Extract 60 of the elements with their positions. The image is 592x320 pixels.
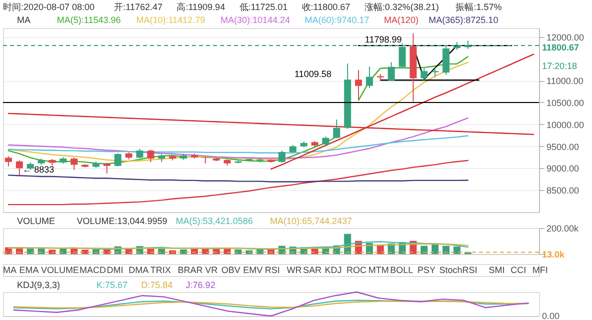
chart-title: MA <box>17 15 30 25</box>
ref-line-label: 11800.67 <box>542 42 580 52</box>
y-tick-label: 200.00k <box>546 224 580 234</box>
text: MA(5):11543.96 <box>56 15 121 25</box>
y-tick-label: 8500.00 <box>546 186 580 196</box>
text: SMI <box>488 265 505 275</box>
text: OBV <box>221 265 240 275</box>
text: KDJ <box>324 265 342 275</box>
text: MA(10):65,744.2437 <box>270 216 352 226</box>
text: 0.00 <box>542 311 560 320</box>
text: EMV <box>243 265 263 275</box>
annotation: 11009.58 <box>294 69 332 79</box>
text: MTM <box>368 265 389 275</box>
text: ROC <box>346 265 368 275</box>
text: 低:11725.01 <box>239 2 288 12</box>
text: DMI <box>106 265 124 275</box>
annotation: 11798.99 <box>364 34 402 45</box>
text: PSY <box>417 265 436 275</box>
text: 收:11800.67 <box>302 2 350 12</box>
series-label: J:76.92 <box>186 280 216 290</box>
text: 高:11909.94 <box>176 2 226 12</box>
text: 振幅:1.57% <box>456 2 502 12</box>
y-tick-label: 12000.00 <box>546 32 584 42</box>
text: 涨幅:0.32%(38.21) <box>364 2 439 12</box>
text: MA(60):9740.17 <box>304 15 370 25</box>
y-tick-label: 11000.00 <box>546 76 584 86</box>
text: 时间:2020-08-07 08:00 <box>3 2 95 12</box>
text: BOLL <box>390 265 414 275</box>
text: StochRSI <box>439 265 478 275</box>
text: MFI <box>532 265 548 275</box>
y-tick-label: 10000.00 <box>546 120 584 130</box>
text: BRAR <box>178 265 204 275</box>
text: EMA <box>19 265 39 275</box>
text: 开:11762.47 <box>114 2 163 12</box>
text: CCI <box>510 265 526 275</box>
text: VOLUME:13,044.9959 <box>76 216 168 226</box>
y-tick-label: 9500.00 <box>546 142 580 152</box>
text: 17:20:18 <box>542 61 578 71</box>
text: MA(10):11412.79 <box>136 15 206 25</box>
text: MA(30):10144.24 <box>220 15 290 25</box>
text: MA(365):8725.10 <box>428 15 498 25</box>
text: DMA <box>128 265 149 275</box>
text: WR <box>286 265 302 275</box>
text: MA(5):53,421.0586 <box>176 216 253 226</box>
series-label: K:75.67 <box>96 280 128 290</box>
series-label: D:75.84 <box>141 280 173 290</box>
text: VOLUME <box>41 265 80 275</box>
text: MACD <box>79 265 106 275</box>
text: MA(120) <box>384 15 419 25</box>
text: VR <box>205 265 218 275</box>
text: RSI <box>264 265 280 275</box>
text: MA <box>3 265 16 275</box>
ref-line-label: 13.0k <box>542 249 566 260</box>
chart-title: KDJ(9,3,3) <box>17 280 60 290</box>
text: TRIX <box>150 265 171 275</box>
y-tick-label: 9000.00 <box>546 164 580 174</box>
annotation: ← 8833 <box>22 164 54 175</box>
chart-title: VOLUME <box>17 216 56 226</box>
y-tick-label: 10500.00 <box>546 98 584 108</box>
text: SAR <box>302 265 322 275</box>
